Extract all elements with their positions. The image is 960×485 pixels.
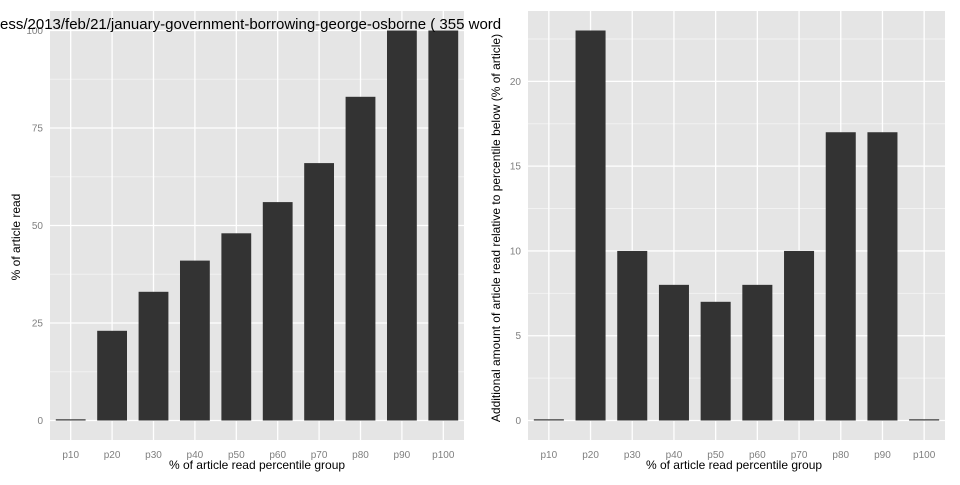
left-x-tick-label: p50 (228, 450, 245, 461)
left-x-tick-label: p100 (432, 450, 455, 461)
right-x-tick-label: p80 (832, 450, 849, 461)
chart-title: ess/2013/feb/21/january-government-borro… (0, 16, 501, 33)
right-bar-p20 (575, 30, 606, 421)
left-y-tick-label: 50 (32, 221, 44, 232)
left-x-tick-label: p10 (62, 450, 79, 461)
right-bar-p70 (784, 250, 815, 421)
right-y-tick-label: 20 (510, 77, 522, 88)
left-bar-p50 (221, 233, 252, 421)
right-y-tick-label: 10 (510, 246, 522, 257)
right-bar-p80 (825, 132, 856, 421)
left-y-axis-label: % of article read (9, 194, 23, 281)
left-bar-p30 (138, 291, 169, 421)
left-x-tick-label: p60 (269, 450, 286, 461)
left-x-tick-label: p90 (394, 450, 411, 461)
right-x-tick-label: p40 (666, 450, 683, 461)
right-bar-p40 (658, 284, 689, 421)
left-x-axis-label: % of article read percentile group (169, 458, 345, 472)
right-panel: 0 5 10 15 20 p10 p20 p30 p40 p50 p60 p70 p80 p90 p100 (510, 11, 945, 461)
left-x-tick-label: p30 (145, 450, 162, 461)
left-panel: 0 25 50 75 100 p10 p20 p30 p40 p50 p60 p70 p80 p90 p10… (26, 11, 464, 461)
right-bar-p10 (533, 419, 564, 421)
left-y-tick-label: 0 (37, 416, 43, 427)
left-bar-p70 (304, 163, 335, 421)
right-bar-p30 (617, 250, 648, 421)
right-bar-p50 (700, 301, 731, 421)
right-x-tick-label: p70 (791, 450, 808, 461)
right-y-axis-label: Additional amount of article read relati… (489, 34, 503, 422)
left-x-tick-label: p80 (352, 450, 369, 461)
right-x-tick-label: p20 (582, 450, 599, 461)
left-x-tick-label: p40 (187, 450, 204, 461)
left-bar-p80 (345, 96, 376, 421)
left-x-tick-label: p70 (311, 450, 328, 461)
right-x-tick-label: p90 (874, 450, 891, 461)
right-bar-p60 (742, 284, 773, 421)
left-bar-p100 (428, 30, 459, 421)
right-y-tick-label: 0 (515, 416, 521, 427)
left-y-tick-label: 100 (26, 26, 43, 37)
right-x-tick-label: p50 (707, 450, 724, 461)
right-y-tick-label: 5 (515, 331, 521, 342)
left-bar-p40 (179, 260, 210, 421)
right-bar-p90 (867, 132, 898, 421)
right-x-tick-label: p30 (624, 450, 641, 461)
left-x-tick-label: p20 (104, 450, 121, 461)
right-y-tick-label: 15 (510, 162, 522, 173)
right-x-tick-label: p60 (749, 450, 766, 461)
right-x-axis-label: % of article read percentile group (646, 458, 822, 472)
right-bar-p100 (909, 419, 940, 421)
left-bar-p60 (262, 202, 293, 421)
left-y-tick-label: 75 (32, 124, 44, 135)
left-bar-p20 (97, 330, 128, 421)
right-x-tick-label: p100 (913, 450, 936, 461)
left-bar-p10 (55, 419, 86, 421)
left-bar-p90 (386, 30, 417, 421)
right-x-tick-label: p10 (541, 450, 558, 461)
left-y-tick-label: 25 (32, 319, 44, 330)
